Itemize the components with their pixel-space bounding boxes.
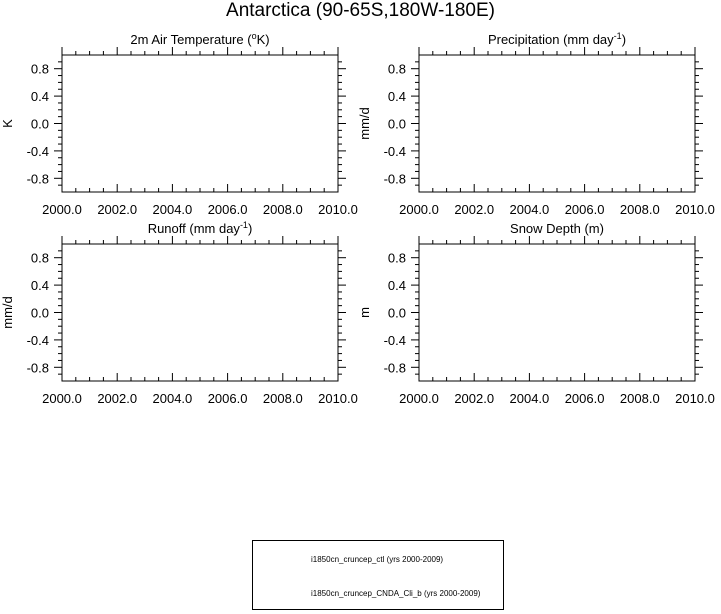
- panel-title: Precipitation (mm day-1): [488, 31, 626, 47]
- figure-title: Antarctica (90-65S,180W-180E): [226, 0, 495, 21]
- x-tick-label: 2004.0: [153, 391, 193, 406]
- x-tick-label: 2002.0: [454, 202, 494, 217]
- x-tick-label: 2010.0: [675, 202, 715, 217]
- legend-label: i1850cn_cruncep_ctl (yrs 2000-2009): [311, 555, 444, 564]
- y-axis-label: mm/d: [357, 107, 372, 140]
- plot-frame: [61, 243, 339, 382]
- y-axis-label: m: [357, 307, 372, 318]
- y-tick-label: 0.0: [388, 306, 406, 321]
- panel-precipitation: 2000.0 2002.0 2004.0 2006.0 2008.0 2010.0 0.8 0…: [357, 31, 715, 217]
- y-tick-label: 0.8: [31, 251, 49, 266]
- x-tick-label: 2002.0: [454, 391, 494, 406]
- x-tick-label: 2006.0: [208, 202, 248, 217]
- x-tick-label: 2006.0: [565, 202, 605, 217]
- y-tick-label: 0.4: [388, 89, 406, 104]
- legend: i1850cn_cruncep_ctl (yrs 2000-2009) i185…: [252, 540, 504, 610]
- x-tick-label: 2008.0: [620, 391, 660, 406]
- x-tick-label: 2004.0: [153, 202, 193, 217]
- y-tick-label: 0.4: [31, 278, 49, 293]
- y-axis-label: mm/d: [0, 296, 15, 329]
- panel-title: Snow Depth (m): [510, 221, 604, 236]
- y-tick-label: -0.4: [384, 144, 406, 159]
- plot-frame: [418, 54, 696, 193]
- legend-label: i1850cn_cruncep_CNDA_Cli_b (yrs 2000-200…: [311, 589, 481, 598]
- y-tick-label: -0.4: [27, 333, 49, 348]
- x-tick-label: 2010.0: [318, 202, 358, 217]
- x-tick-label: 2000.0: [42, 202, 82, 217]
- x-tick-label: 2000.0: [399, 202, 439, 217]
- legend-item-ctl: i1850cn_cruncep_ctl (yrs 2000-2009): [253, 553, 503, 567]
- x-tick-label: 2010.0: [318, 391, 358, 406]
- x-tick-label: 2002.0: [97, 391, 137, 406]
- panel-runoff: 2000.0 2002.0 2004.0 2006.0 2008.0 2010.0 0.8 0…: [0, 220, 358, 406]
- y-tick-label: -0.4: [27, 144, 49, 159]
- y-axis-label: K: [0, 119, 15, 128]
- y-tick-label: 0.8: [31, 62, 49, 77]
- plot-frame: [61, 54, 339, 193]
- x-tick-label: 2006.0: [208, 391, 248, 406]
- y-tick-label: 0.0: [31, 117, 49, 132]
- y-tick-label: -0.8: [27, 360, 49, 375]
- y-tick-label: -0.8: [27, 171, 49, 186]
- y-tick-label: 0.8: [388, 62, 406, 77]
- x-tick-label: 2010.0: [675, 391, 715, 406]
- y-tick-label: 0.8: [388, 251, 406, 266]
- panel-temperature: 2000.0 2002.0 2004.0 2006.0 2008.0 2010.0 0.8 0…: [0, 31, 358, 217]
- x-tick-label: 2006.0: [565, 391, 605, 406]
- panel-title: 2m Air Temperature (oK): [130, 31, 269, 47]
- y-tick-label: 0.0: [388, 117, 406, 132]
- x-tick-label: 2004.0: [510, 391, 550, 406]
- y-tick-label: 0.0: [31, 306, 49, 321]
- y-tick-label: 0.4: [388, 278, 406, 293]
- x-tick-label: 2000.0: [399, 391, 439, 406]
- y-tick-label: -0.8: [384, 360, 406, 375]
- panel-snow-depth: 2000.0 2002.0 2004.0 2006.0 2008.0 2010.0 0.8 0…: [357, 221, 715, 406]
- y-tick-label: -0.8: [384, 171, 406, 186]
- x-tick-label: 2000.0: [42, 391, 82, 406]
- legend-item-cnda: i1850cn_cruncep_CNDA_Cli_b (yrs 2000-200…: [253, 587, 503, 601]
- x-tick-label: 2008.0: [263, 391, 303, 406]
- x-tick-label: 2004.0: [510, 202, 550, 217]
- x-tick-label: 2008.0: [263, 202, 303, 217]
- y-tick-label: 0.4: [31, 89, 49, 104]
- x-tick-label: 2008.0: [620, 202, 660, 217]
- x-tick-label: 2002.0: [97, 202, 137, 217]
- plot-frame: [418, 243, 696, 382]
- y-tick-label: -0.4: [384, 333, 406, 348]
- panel-title: Runoff (mm day-1): [148, 220, 253, 236]
